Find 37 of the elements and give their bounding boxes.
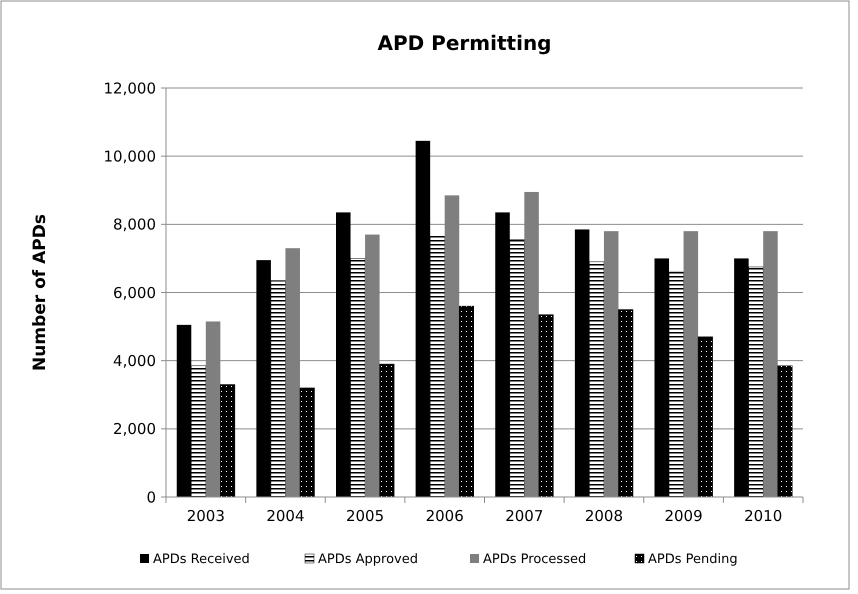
x-tick-label: 2009 xyxy=(664,507,703,525)
y-tick-label: 10,000 xyxy=(104,147,156,166)
bar xyxy=(698,336,713,498)
bar xyxy=(285,248,300,497)
bar xyxy=(220,384,236,498)
bar xyxy=(458,306,474,498)
bar xyxy=(524,192,539,497)
legend-label: APDs Pending xyxy=(648,552,738,567)
legend-label: APDs Received xyxy=(153,552,250,567)
x-tick-label: 2005 xyxy=(346,507,384,525)
chart-title: APD Permitting xyxy=(377,31,552,55)
bar xyxy=(618,309,634,498)
bar xyxy=(763,231,778,497)
bar xyxy=(300,388,315,498)
bar xyxy=(684,231,698,497)
bar xyxy=(379,364,394,498)
bar xyxy=(206,321,220,497)
y-tick-label: 8,000 xyxy=(113,216,156,234)
x-tick-label: 2007 xyxy=(505,507,544,525)
x-tick-label: 2008 xyxy=(584,507,624,525)
y-tick-label: 6,000 xyxy=(113,284,156,302)
x-tick-label: 2006 xyxy=(426,507,464,525)
legend-label: APDs Processed xyxy=(483,552,586,567)
bar xyxy=(777,366,792,498)
bar xyxy=(538,314,554,498)
legend-label: APDs Approved xyxy=(318,552,418,567)
x-tick-label: 2003 xyxy=(186,507,225,525)
y-tick-label: 12,000 xyxy=(104,79,156,98)
y-axis-title: Number of APDs xyxy=(30,214,50,371)
bar xyxy=(444,195,460,497)
x-tick-label: 2004 xyxy=(266,507,305,525)
bar xyxy=(365,234,380,497)
x-tick-label: 2010 xyxy=(744,507,782,525)
y-tick-label: 2,000 xyxy=(113,420,156,438)
y-tick-label: 0 xyxy=(146,488,156,506)
y-tick-label: 4,000 xyxy=(113,352,156,370)
bar xyxy=(604,231,618,497)
